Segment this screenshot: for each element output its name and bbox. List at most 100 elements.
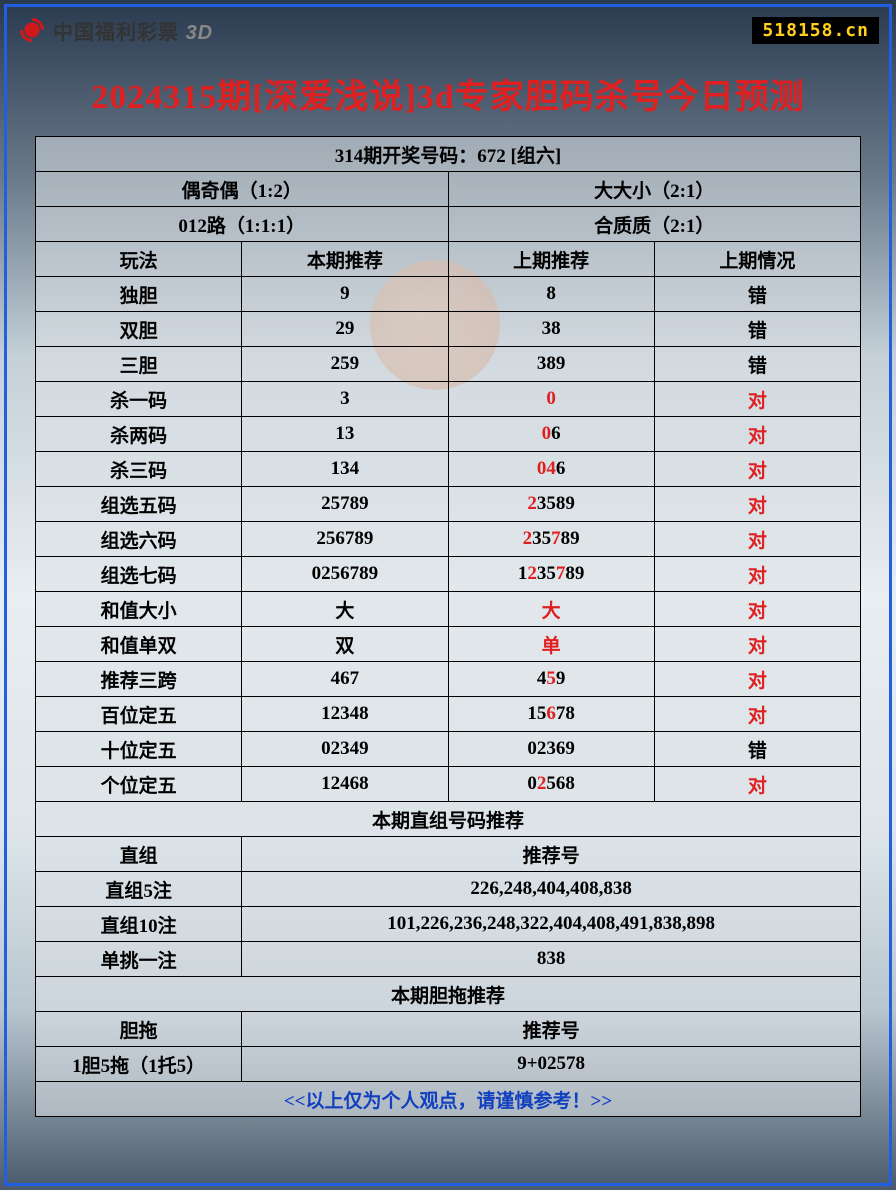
table-row: 组选七码02567891235789对 <box>36 557 861 592</box>
stats-row-2: 012路（1:1:1） 合质质（2:1） <box>36 207 861 242</box>
result-cell: 错 <box>654 732 860 767</box>
sec2-value-cell: 226,248,404,408,838 <box>242 872 861 907</box>
method-cell: 组选七码 <box>36 557 242 592</box>
site-link[interactable]: 518158.cn <box>752 17 879 44</box>
section3-header-row: 本期胆拖推荐 <box>36 977 861 1012</box>
method-cell: 和值单双 <box>36 627 242 662</box>
big-small: 大大小（2:1） <box>448 172 861 207</box>
table-row: 和值单双双单对 <box>36 627 861 662</box>
result-cell: 对 <box>654 382 860 417</box>
current-cell: 25789 <box>242 487 448 522</box>
table-row: 直组10注101,226,236,248,322,404,408,491,838… <box>36 907 861 942</box>
previous-cell: 06 <box>448 417 654 452</box>
table-wrap: 314期开奖号码：672 [组六] 偶奇偶（1:2） 大大小（2:1） 012路… <box>35 136 861 1117</box>
previous-cell: 8 <box>448 277 654 312</box>
result-cell: 对 <box>654 767 860 802</box>
previous-cell: 大 <box>448 592 654 627</box>
section3-header: 本期胆拖推荐 <box>36 977 861 1012</box>
draw-header: 314期开奖号码：672 [组六] <box>36 137 861 172</box>
col-current: 本期推荐 <box>242 242 448 277</box>
section2-header: 本期直组号码推荐 <box>36 802 861 837</box>
previous-cell: 23589 <box>448 487 654 522</box>
brand-3d: 3D <box>186 22 214 44</box>
result-cell: 对 <box>654 697 860 732</box>
result-cell: 对 <box>654 662 860 697</box>
table-row: 个位定五1246802568对 <box>36 767 861 802</box>
previous-cell: 38 <box>448 312 654 347</box>
method-cell: 组选六码 <box>36 522 242 557</box>
prime: 合质质（2:1） <box>448 207 861 242</box>
footer-note: <<以上仅为个人观点，请谨慎参考！>> <box>36 1082 861 1117</box>
result-cell: 对 <box>654 417 860 452</box>
footer-row: <<以上仅为个人观点，请谨慎参考！>> <box>36 1082 861 1117</box>
table-row: 十位定五0234902369错 <box>36 732 861 767</box>
current-cell: 256789 <box>242 522 448 557</box>
brand-cn: 中国福利彩票 <box>53 22 179 44</box>
current-cell: 02349 <box>242 732 448 767</box>
col-method: 玩法 <box>36 242 242 277</box>
table-row: 和值大小大大对 <box>36 592 861 627</box>
current-cell: 134 <box>242 452 448 487</box>
section3-cols: 胆拖 推荐号 <box>36 1012 861 1047</box>
method-cell: 组选五码 <box>36 487 242 522</box>
odd-even: 偶奇偶（1:2） <box>36 172 449 207</box>
draw-header-row: 314期开奖号码：672 [组六] <box>36 137 861 172</box>
table-row: 双胆2938错 <box>36 312 861 347</box>
method-cell: 杀一码 <box>36 382 242 417</box>
result-cell: 对 <box>654 487 860 522</box>
page-title: 2024315期[深爱浅说]3d专家胆码杀号今日预测 <box>7 53 889 136</box>
previous-cell: 02568 <box>448 767 654 802</box>
previous-cell: 02369 <box>448 732 654 767</box>
page-frame: 中国福利彩票 3D 518158.cn 2024315期[深爱浅说]3d专家胆码… <box>4 4 892 1186</box>
current-cell: 0256789 <box>242 557 448 592</box>
previous-cell: 0 <box>448 382 654 417</box>
previous-cell: 单 <box>448 627 654 662</box>
section2-header-row: 本期直组号码推荐 <box>36 802 861 837</box>
method-cell: 杀三码 <box>36 452 242 487</box>
table-row: 直组5注226,248,404,408,838 <box>36 872 861 907</box>
current-cell: 9 <box>242 277 448 312</box>
sec2-value-cell: 838 <box>242 942 861 977</box>
col-result: 上期情况 <box>654 242 860 277</box>
method-cell: 和值大小 <box>36 592 242 627</box>
sec3-name-cell: 1胆5拖（1托5） <box>36 1047 242 1082</box>
method-cell: 杀两码 <box>36 417 242 452</box>
method-cell: 独胆 <box>36 277 242 312</box>
current-cell: 467 <box>242 662 448 697</box>
lottery-logo-icon <box>17 15 47 45</box>
method-cell: 十位定五 <box>36 732 242 767</box>
sec3-col2: 推荐号 <box>242 1012 861 1047</box>
sec2-value-cell: 101,226,236,248,322,404,408,491,838,898 <box>242 907 861 942</box>
logo-wrap: 中国福利彩票 3D <box>17 15 213 45</box>
table-row: 组选六码256789235789对 <box>36 522 861 557</box>
result-cell: 对 <box>654 592 860 627</box>
result-cell: 对 <box>654 627 860 662</box>
table-row: 杀两码1306对 <box>36 417 861 452</box>
previous-cell: 389 <box>448 347 654 382</box>
result-cell: 对 <box>654 557 860 592</box>
sec3-col1: 胆拖 <box>36 1012 242 1047</box>
table-row: 三胆259389错 <box>36 347 861 382</box>
sec2-name-cell: 直组10注 <box>36 907 242 942</box>
result-cell: 错 <box>654 277 860 312</box>
sec2-col2: 推荐号 <box>242 837 861 872</box>
result-cell: 错 <box>654 347 860 382</box>
method-cell: 双胆 <box>36 312 242 347</box>
result-cell: 对 <box>654 452 860 487</box>
current-cell: 大 <box>242 592 448 627</box>
method-cell: 三胆 <box>36 347 242 382</box>
sec2-name-cell: 直组5注 <box>36 872 242 907</box>
prediction-table: 314期开奖号码：672 [组六] 偶奇偶（1:2） 大大小（2:1） 012路… <box>35 136 861 1117</box>
previous-cell: 1235789 <box>448 557 654 592</box>
result-cell: 错 <box>654 312 860 347</box>
current-cell: 12468 <box>242 767 448 802</box>
table-row: 单挑一注838 <box>36 942 861 977</box>
table-row: 杀三码134046对 <box>36 452 861 487</box>
current-cell: 29 <box>242 312 448 347</box>
current-cell: 12348 <box>242 697 448 732</box>
sec2-col1: 直组 <box>36 837 242 872</box>
header-bar: 中国福利彩票 3D 518158.cn <box>7 7 889 53</box>
table-row: 1胆5拖（1托5）9+02578 <box>36 1047 861 1082</box>
current-cell: 259 <box>242 347 448 382</box>
stats-row-1: 偶奇偶（1:2） 大大小（2:1） <box>36 172 861 207</box>
